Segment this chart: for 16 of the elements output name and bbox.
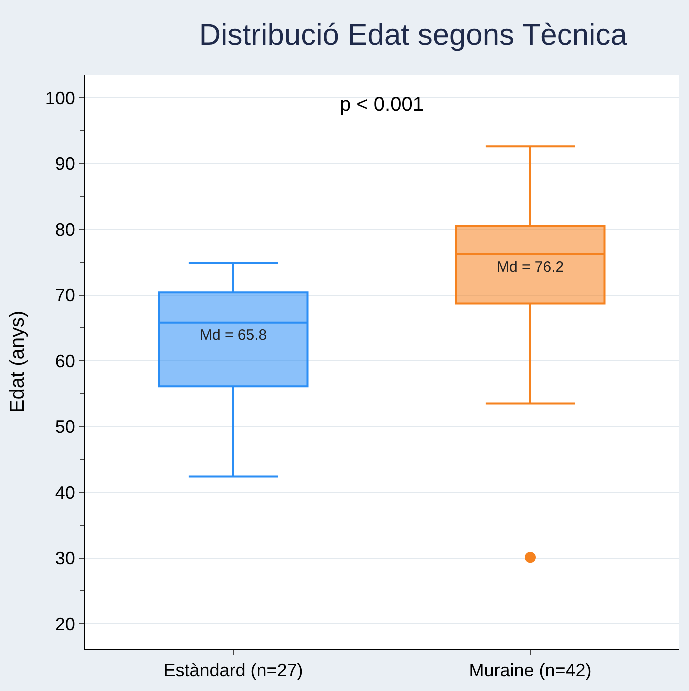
y-tick-label: 30 xyxy=(55,548,76,569)
y-tick-label: 40 xyxy=(55,482,76,503)
x-tick-label: Muraine (n=42) xyxy=(469,660,592,681)
y-tick-label: 70 xyxy=(55,286,76,306)
y-tick-label: 20 xyxy=(55,614,76,634)
annotation: Md = 76.2 xyxy=(497,259,564,276)
x-tick-label: Estàndard (n=27) xyxy=(164,660,304,681)
y-tick-label: 50 xyxy=(55,417,76,438)
annotation: p < 0.001 xyxy=(340,94,424,116)
y-tick-label: 80 xyxy=(55,220,76,240)
y-tick-label: 90 xyxy=(55,154,76,174)
annotation: Md = 65.8 xyxy=(200,327,268,344)
y-tick-label: 100 xyxy=(45,88,76,108)
chart-title: Distribució Edat segons Tècnica xyxy=(199,19,628,52)
y-tick-label: 60 xyxy=(55,351,76,372)
y-axis-title: Edat (anys) xyxy=(6,310,29,414)
